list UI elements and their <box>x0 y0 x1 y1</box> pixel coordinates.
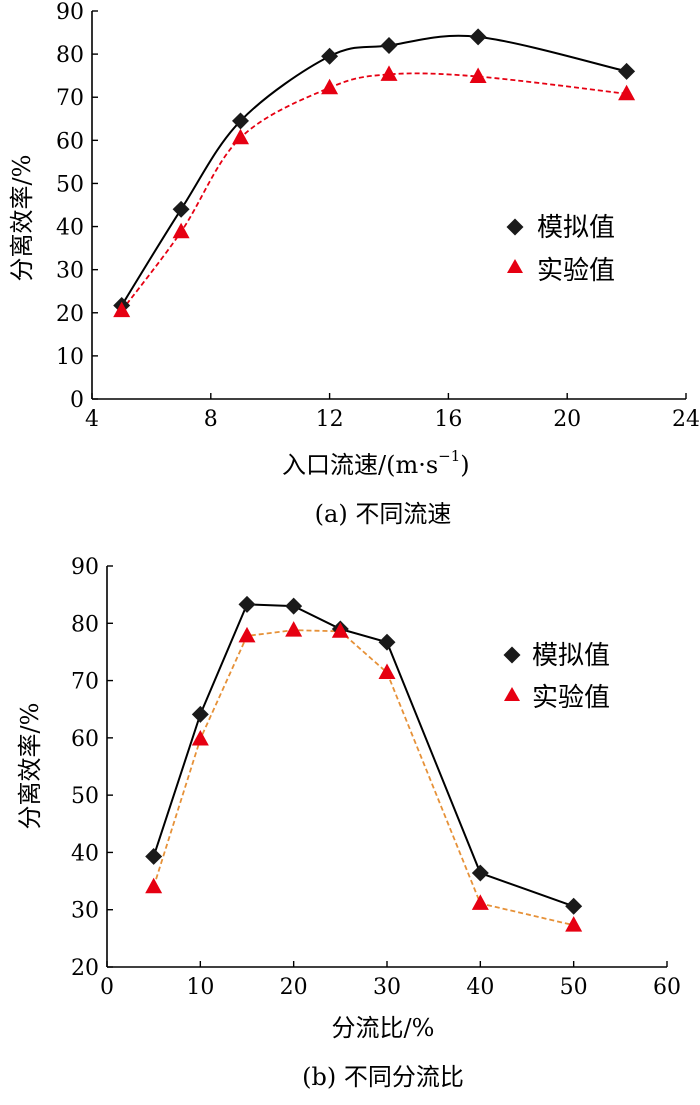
chart-b-xtick-label: 0 <box>100 975 114 1000</box>
chart-b-point-experimental <box>191 730 209 746</box>
chart-b-ytick-label: 80 <box>71 612 99 637</box>
chart-b-point-experimental <box>471 894 489 910</box>
chart-a-ytick-label: 10 <box>56 345 84 370</box>
chart-b-legend-triangle-icon <box>504 687 520 701</box>
chart-a-ytick-label: 50 <box>56 172 84 197</box>
chart-a-ylabel: 分离效率/% <box>8 155 36 282</box>
chart-a-legend-diamond-icon <box>506 218 524 236</box>
chart-a-legend-triangle-icon <box>507 259 523 273</box>
chart-b-legend-diamond-icon <box>503 646 521 664</box>
chart-b-point-experimental <box>238 626 256 643</box>
chart-a: 0 10 20 30 40 50 60 70 80 90 4 8 12 16 20 24 分离效率/% 入口流… <box>8 0 700 528</box>
chart-b-legend-sim: 模拟值 <box>532 641 610 671</box>
chart-a-tick-labels: 0 10 20 30 40 50 60 70 80 90 4 8 12 16 20 24 <box>56 0 700 432</box>
chart-a-xtick-label: 4 <box>85 407 99 432</box>
chart-b-series-line-simulated <box>152 603 575 908</box>
chart-b-series-lines <box>152 603 575 927</box>
chart-a-xtick-label: 20 <box>553 407 581 432</box>
chart-b-ytick-label: 20 <box>71 956 99 981</box>
chart-b-point-experimental <box>145 877 163 894</box>
chart-b-xtick-label: 30 <box>373 975 401 1000</box>
chart-a-xtick-label: 12 <box>316 407 344 432</box>
chart-a-ytick-label: 60 <box>56 129 84 154</box>
chart-b-xtick-label: 60 <box>653 975 681 1000</box>
chart-a-point-simulated <box>618 62 636 80</box>
chart-b-xtick-label: 50 <box>560 975 588 1000</box>
chart-a-point-experimental <box>469 67 487 84</box>
chart-b-point-simulated <box>285 597 303 615</box>
chart-a-point-experimental <box>380 65 398 81</box>
chart-a-ytick-label: 70 <box>56 86 84 111</box>
chart-b-point-experimental <box>285 621 303 637</box>
chart-b-legend: 模拟值 实验值 <box>503 641 610 713</box>
chart-a-ytick-label: 40 <box>56 216 84 241</box>
chart-b-caption: (b) 不同分流比 <box>302 1063 464 1091</box>
chart-b-xtick-label: 40 <box>466 975 494 1000</box>
chart-a-xlabel-sup: −1 <box>438 447 460 465</box>
chart-a-xtick-label: 8 <box>204 407 218 432</box>
chart-a-ytick-label: 0 <box>70 388 84 413</box>
chart-a-xlabel-main: 入口流速/(m·s <box>282 451 438 479</box>
chart-b-point-simulated <box>565 897 583 915</box>
chart-a-point-experimental <box>618 84 636 101</box>
chart-a-ytick-label: 30 <box>56 259 84 284</box>
chart-a-legend-sim: 模拟值 <box>537 213 615 243</box>
chart-a-xtick-label: 24 <box>672 407 700 432</box>
chart-b: 20 30 40 50 60 70 80 90 0 10 20 30 40 50 60 分离效率/% 分流比… <box>16 555 681 1091</box>
chart-a-point-experimental <box>321 78 339 95</box>
chart-b-point-simulated <box>145 847 163 865</box>
chart-b-ytick-label: 30 <box>71 899 99 924</box>
chart-b-ylabel: 分离效率/% <box>16 703 44 830</box>
chart-a-point-experimental <box>232 128 249 145</box>
chart-a-xlabel: 入口流速/(m·s−1) <box>282 447 470 479</box>
chart-a-xlabel-end: ) <box>460 451 469 479</box>
chart-a-ytick-label: 20 <box>56 302 84 327</box>
chart-b-ytick-label: 60 <box>71 727 99 752</box>
chart-b-ytick-label: 90 <box>71 555 99 580</box>
chart-b-axes <box>106 565 668 968</box>
chart-b-point-experimental <box>565 916 583 932</box>
chart-b-series-line-experimental <box>152 629 574 927</box>
chart-a-point-simulated <box>380 37 398 54</box>
chart-a-caption: (a) 不同流速 <box>315 500 452 528</box>
chart-b-point-experimental <box>378 663 396 680</box>
chart-a-axes <box>91 10 687 400</box>
chart-b-xtick-label: 20 <box>280 975 308 1000</box>
chart-b-point-simulated <box>471 864 489 882</box>
chart-b-ytick-label: 40 <box>71 841 99 866</box>
chart-a-xtick-label: 16 <box>434 407 462 432</box>
chart-b-legend-exp: 实验值 <box>532 683 610 713</box>
chart-a-legend: 模拟值 实验值 <box>506 213 615 286</box>
chart-b-ytick-label: 50 <box>71 784 99 809</box>
chart-a-point-experimental <box>172 222 190 239</box>
chart-a-point-experimental <box>113 301 131 318</box>
chart-a-point-simulated <box>469 28 487 46</box>
chart-b-point-simulated <box>238 595 256 613</box>
chart-a-ytick-label: 90 <box>56 0 84 25</box>
chart-b-xlabel: 分流比/% <box>332 1014 435 1042</box>
chart-b-ytick-label: 70 <box>71 670 99 695</box>
chart-b-point-simulated <box>191 705 209 723</box>
chart-b-point-simulated <box>378 633 396 651</box>
chart-a-legend-exp: 实验值 <box>537 256 615 286</box>
chart-a-point-simulated <box>321 47 339 65</box>
chart-a-point-simulated <box>172 200 190 218</box>
chart-a-ytick-label: 80 <box>56 43 84 68</box>
chart-b-markers <box>145 595 583 932</box>
chart-b-tick-labels: 20 30 40 50 60 70 80 90 0 10 20 30 40 50 60 <box>71 555 681 1000</box>
chart-b-point-experimental <box>331 622 349 638</box>
chart-b-xtick-label: 10 <box>186 975 214 1000</box>
